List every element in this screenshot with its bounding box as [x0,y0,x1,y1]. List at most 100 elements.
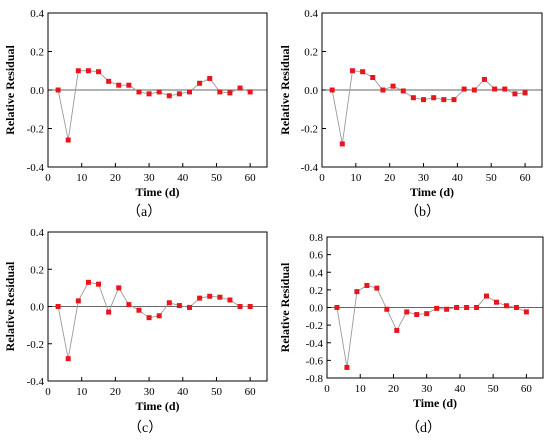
chart-a-x-tick-label: 10 [76,172,88,184]
chart-a-data-point [65,137,71,143]
chart-b-x-tick-label: 50 [486,172,498,184]
chart-c-data-point [85,279,91,285]
chart-a-data-point [247,89,253,95]
chart-b-x-axis-label: Time (d) [410,185,454,199]
chart-b-data-point [421,97,427,103]
chart-c-x-tick-label: 20 [110,386,122,398]
chart-d-y-tick-label: 0.0 [309,303,323,315]
chart-a-data-point [176,91,182,97]
chart-d-data-point [394,327,400,333]
chart-a-x-tick-label: 50 [211,172,223,184]
chart-d-data-point [434,305,440,311]
chart-d-y-tick-label: 0.8 [309,232,323,244]
chart-b-y-axis-label: Relative Residual [278,45,292,135]
chart-a-data-point [217,89,223,95]
chart-b-data-point [410,95,416,101]
chart-b-x-tick-label: 10 [350,172,362,184]
chart-d-x-tick-label: 40 [454,383,466,395]
chart-b-data-point [329,87,335,93]
chart-a-series-line [57,70,251,141]
chart-d-data-point [493,299,499,305]
chart-a-data-point [116,82,122,88]
chart-b-y-tick-label: 0.4 [304,8,318,20]
chart-d-x-tick-label: 20 [388,383,400,395]
chart-a-x-tick-label: 60 [245,172,257,184]
chart-d-data-point [484,293,490,299]
chart-c-data-point [197,295,203,301]
chart-c-data-point [96,281,102,287]
chart-a-data-point [55,87,61,93]
chart-c-data-point [247,304,253,309]
chart-d-x-tick-label: 30 [421,383,433,395]
chart-a-data-point [207,75,213,81]
chart-b-y-tick-label: -0.2 [301,124,318,136]
chart-b-y-tick-label: -0.4 [301,162,319,174]
chart-d-data-point [404,309,410,315]
chart-a-svg: 0 10 20 30 40 50 60 -0.4 -0.2 0.0 0.2 0.4 Time (d) Re… [3,8,268,199]
chart-d-x-tick-label: 50 [488,383,500,395]
chart-c-data-point [75,298,81,304]
chart-c-data-point [217,294,223,300]
chart-b-data-point [400,88,406,94]
chart-c-y-tick-label: -0.4 [27,376,45,388]
chart-b-x-tick-label: 30 [418,172,430,184]
chart-c-y-tick-label: 0.2 [30,264,44,276]
chart-b-x-tick-label: 20 [384,172,396,184]
chart-b-data-point [502,86,508,92]
chart-b-svg: 0 10 20 30 40 50 60 -0.4 -0.2 0.0 0.2 0.4 Time (d) Re… [278,8,543,199]
chart-b-y-tick-label: 0.2 [304,47,318,59]
chart-b-data-point [370,74,376,80]
chart-c-data-point [176,303,182,309]
chart-c-x-tick-label: 40 [177,386,189,398]
chart-d-y-tick-label: -0.6 [306,355,324,367]
chart-c-data-point [136,307,142,313]
chart-d-y-tick-label: 0.2 [309,285,323,297]
chart-d-series-line [336,284,527,368]
chart-c-data-point [146,315,152,321]
chart-d-y-tick-label: 0.4 [309,267,323,279]
chart-d-y-tick-label: -0.4 [306,338,324,350]
chart-a-data-point [227,90,233,96]
chart-d-data-point [384,306,390,312]
chart-d-y-tick-label: -0.8 [306,373,324,385]
chart-d-data-point [464,305,470,310]
chart-b-data-point [522,90,528,96]
chart-d-data-point [414,312,420,318]
chart-b-y-tick-label: 0.0 [304,85,318,97]
chart-c-x-tick-label: 10 [76,386,88,398]
chart-d-data-point [334,305,340,310]
chart-a-data-point [75,68,81,74]
chart-c-y-tick-label: -0.2 [27,339,44,351]
chart-b-data-point [471,87,477,93]
chart-b-data-point [481,76,487,82]
chart-a-data-point [166,93,172,99]
chart-d-data-point [444,306,450,312]
chart-c-data-point [116,285,122,291]
chart-d-data-point [424,311,430,317]
chart-a-x-tick-label: 0 [45,172,51,184]
chart-c-data-point [237,304,243,309]
chart-d-data-point [503,303,509,309]
chart-c-data-point [65,356,71,362]
chart-a-y-tick-label: -0.2 [27,124,44,136]
chart-b-data-point [492,86,498,92]
chart-b-data-point [380,87,386,93]
chart-c-data-point [106,309,112,315]
chart-panel-b: 0 10 20 30 40 50 60 -0.4 -0.2 0.0 0.2 0.4 Time (d) Re… [275,0,550,220]
caption-a: （a） [127,205,162,220]
chart-a-data-point [197,80,203,86]
chart-d-data-point [513,305,519,310]
chart-b-data-point [349,68,355,74]
chart-b-data-point [431,95,437,101]
caption-d: （d） [406,421,441,436]
chart-a-x-tick-label: 30 [144,172,156,184]
chart-panel-c: 0 10 20 30 40 50 60 -0.4 -0.2 0.0 0.2 0.4 Time (d) Re… [0,220,275,440]
chart-a-y-axis-label: Relative Residual [3,45,17,135]
chart-c-x-tick-label: 30 [144,386,156,398]
chart-c-x-axis-label: Time (d) [135,399,179,413]
chart-panel-a: 0 10 20 30 40 50 60 -0.4 -0.2 0.0 0.2 0.4 Time (d) Re… [0,0,275,220]
chart-b-data-point [451,97,457,103]
chart-c-data-point [126,302,132,308]
chart-c-x-tick-label: 50 [211,386,223,398]
chart-d-data-point [344,364,350,370]
